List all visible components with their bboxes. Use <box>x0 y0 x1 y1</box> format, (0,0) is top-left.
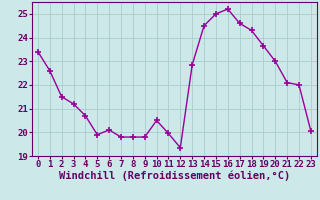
X-axis label: Windchill (Refroidissement éolien,°C): Windchill (Refroidissement éolien,°C) <box>59 171 290 181</box>
